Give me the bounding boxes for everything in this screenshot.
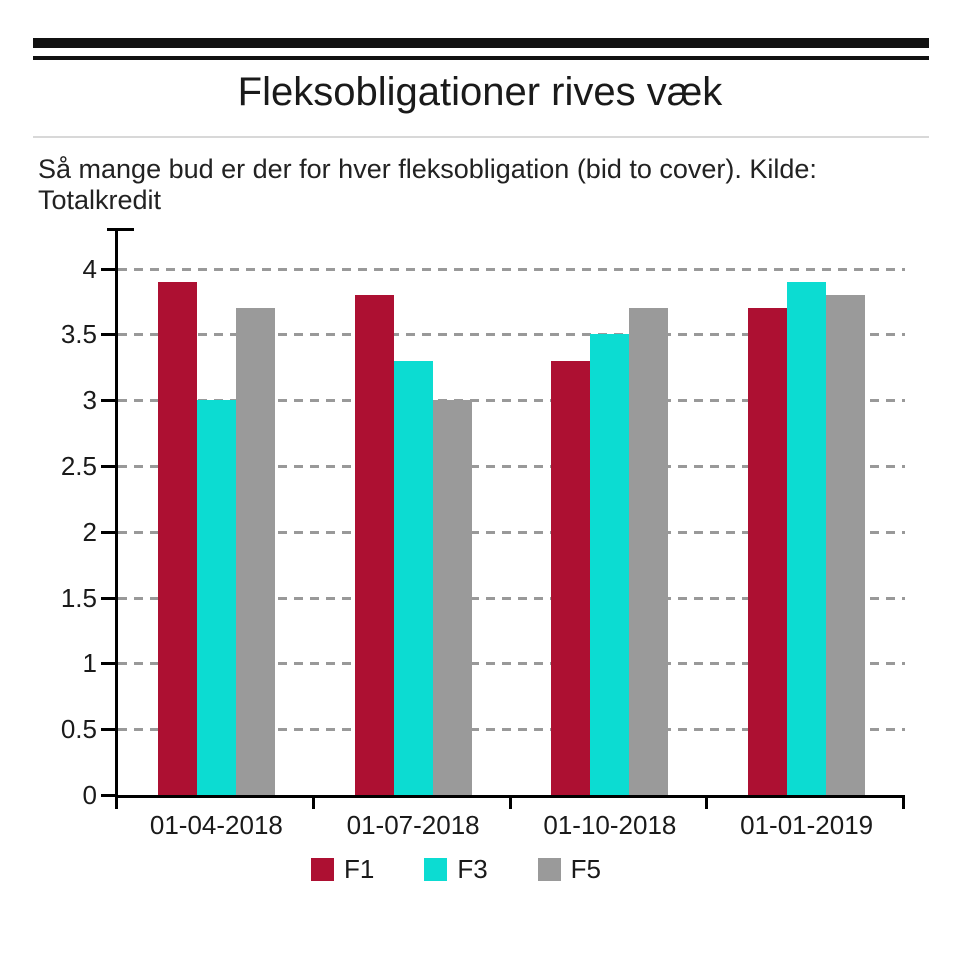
gridline-3.5 bbox=[118, 333, 905, 337]
chart-legend: F1 F3 F5 bbox=[0, 856, 912, 882]
gridline-4 bbox=[118, 267, 905, 271]
gridline-0.5 bbox=[118, 728, 905, 732]
x-axis-label: 01-10-2018 bbox=[543, 810, 677, 840]
y-tick-label: 3 bbox=[82, 385, 97, 416]
x-tick bbox=[705, 795, 708, 809]
x-axis-label: 01-04-2018 bbox=[149, 810, 283, 840]
gridline-1 bbox=[118, 662, 905, 666]
gridline-2.5 bbox=[118, 465, 905, 468]
y-axis-cap bbox=[107, 228, 134, 231]
title-divider bbox=[33, 136, 929, 138]
x-tick bbox=[509, 795, 512, 809]
x-axis-label: 01-07-2018 bbox=[346, 810, 480, 840]
y-tick-label: 2 bbox=[82, 516, 97, 547]
legend-item-F3: F3 bbox=[424, 854, 488, 884]
y-tick bbox=[101, 399, 118, 403]
header-rule-thick bbox=[33, 38, 929, 48]
bar-F3-01-01-2019 bbox=[787, 281, 826, 795]
y-tick-label: 3.5 bbox=[60, 319, 97, 350]
x-tick bbox=[115, 795, 118, 809]
y-axis-line bbox=[115, 229, 118, 809]
y-tick-label: 1.5 bbox=[60, 582, 97, 613]
y-tick-label: 0 bbox=[82, 780, 97, 810]
chart-title: Fleksobligationer rives væk bbox=[237, 70, 723, 114]
y-tick-label: 2.5 bbox=[60, 451, 97, 481]
legend-swatch-F5 bbox=[537, 857, 561, 881]
y-tick bbox=[101, 728, 118, 732]
y-tick bbox=[101, 465, 118, 468]
y-tick bbox=[101, 794, 118, 797]
bar-F5-01-04-2018 bbox=[236, 308, 275, 795]
y-tick bbox=[101, 333, 118, 337]
gridline-1.5 bbox=[118, 596, 905, 600]
header-rule-thin bbox=[33, 56, 929, 60]
x-axis-label: 01-01-2019 bbox=[740, 810, 874, 840]
gridline-2 bbox=[118, 530, 905, 534]
y-tick-label: 1 bbox=[82, 648, 97, 679]
bar-F1-01-07-2018 bbox=[355, 294, 394, 795]
y-tick-label: 4 bbox=[82, 253, 97, 284]
bar-F5-01-07-2018 bbox=[433, 400, 472, 795]
legend-label-F1: F1 bbox=[343, 854, 375, 884]
bar-F3-01-10-2018 bbox=[590, 334, 629, 795]
legend-swatch-F3 bbox=[424, 857, 448, 881]
y-tick bbox=[101, 596, 118, 600]
legend-item-F1: F1 bbox=[310, 854, 375, 884]
legend-label-F5: F5 bbox=[570, 854, 602, 884]
bar-F5-01-01-2019 bbox=[826, 294, 865, 795]
legend-item-F5: F5 bbox=[537, 854, 602, 884]
bar-F5-01-10-2018 bbox=[629, 308, 668, 795]
y-tick bbox=[101, 662, 118, 666]
x-tick bbox=[902, 795, 905, 809]
bar-F1-01-04-2018 bbox=[158, 281, 197, 795]
gridline-3 bbox=[118, 399, 905, 403]
x-tick bbox=[312, 795, 315, 809]
chart-subtitle: Så mange bud er der for hver fleksobliga… bbox=[38, 154, 817, 216]
y-tick-label: 0.5 bbox=[60, 714, 97, 745]
y-tick bbox=[101, 267, 118, 271]
bar-F1-01-10-2018 bbox=[551, 360, 590, 795]
bar-F3-01-07-2018 bbox=[394, 360, 433, 795]
legend-swatch-F1 bbox=[310, 857, 334, 881]
y-tick bbox=[101, 530, 118, 534]
legend-label-F3: F3 bbox=[457, 854, 488, 884]
bar-F1-01-01-2019 bbox=[748, 308, 787, 795]
bar-F3-01-04-2018 bbox=[197, 400, 236, 795]
